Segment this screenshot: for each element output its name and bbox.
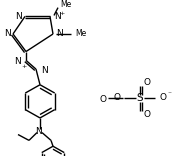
Text: N: N bbox=[4, 29, 11, 39]
Text: +: + bbox=[21, 64, 27, 69]
Text: O: O bbox=[99, 95, 106, 104]
Text: S: S bbox=[137, 93, 143, 103]
Text: ⁻: ⁻ bbox=[167, 89, 171, 98]
Text: N: N bbox=[14, 57, 21, 66]
Text: N: N bbox=[35, 127, 41, 136]
Text: O: O bbox=[160, 93, 167, 102]
Text: N: N bbox=[41, 66, 48, 75]
Text: N: N bbox=[56, 29, 63, 39]
Text: O: O bbox=[143, 110, 150, 119]
Text: Me: Me bbox=[75, 29, 86, 39]
Text: O: O bbox=[113, 93, 120, 102]
Text: N: N bbox=[15, 12, 22, 21]
Text: N: N bbox=[54, 12, 61, 21]
Text: Me: Me bbox=[60, 0, 71, 9]
Text: O: O bbox=[143, 78, 150, 87]
Text: +: + bbox=[60, 11, 65, 16]
